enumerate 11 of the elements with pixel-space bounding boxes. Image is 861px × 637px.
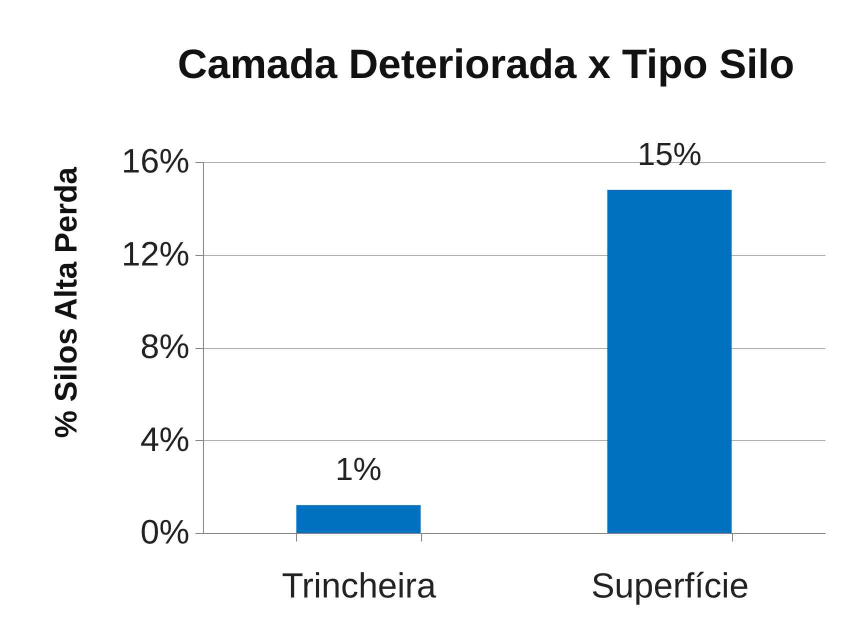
y-tick-label: 12%	[121, 235, 190, 274]
chart-title: Camada Deteriorada x Tipo Silo	[178, 40, 794, 87]
y-axis-title: % Silos Alta Perda	[48, 166, 84, 438]
data-label: 1%	[335, 451, 382, 488]
y-tick-label: 4%	[140, 420, 190, 459]
y-tick-label: 8%	[140, 328, 190, 366]
data-label: 15%	[637, 136, 702, 172]
x-tick-label: Trincheira	[282, 566, 437, 606]
y-tick-label: 0%	[140, 514, 190, 552]
x-tick-label: Superfície	[591, 566, 749, 606]
y-tick-label: 16%	[121, 142, 190, 180]
